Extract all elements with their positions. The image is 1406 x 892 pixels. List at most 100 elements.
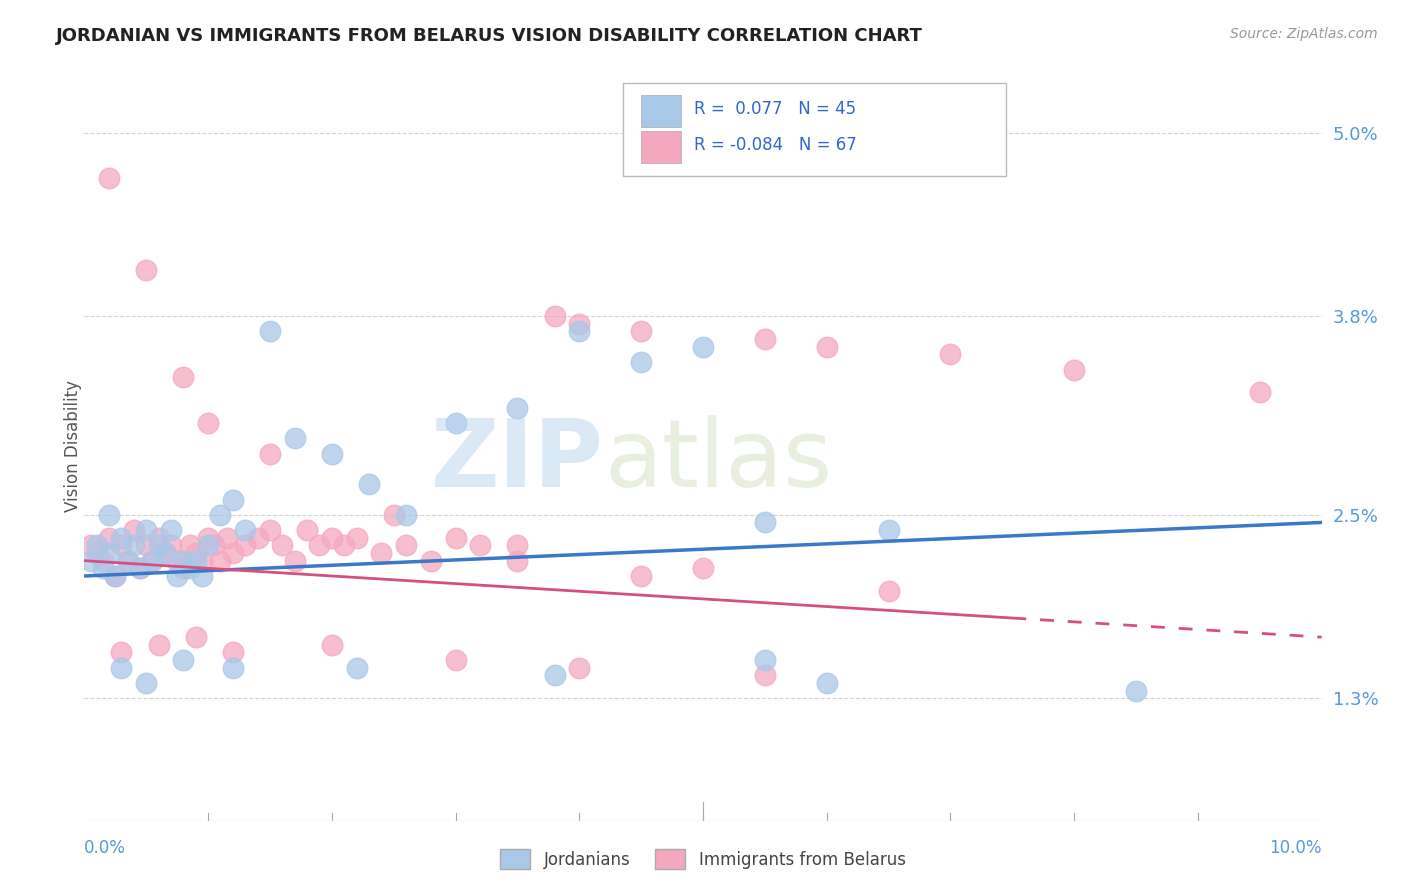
Point bbox=[754, 332, 776, 346]
Point bbox=[160, 538, 183, 552]
Point bbox=[321, 638, 343, 652]
Point bbox=[86, 538, 108, 552]
Point bbox=[91, 554, 114, 568]
Text: JORDANIAN VS IMMIGRANTS FROM BELARUS VISION DISABILITY CORRELATION CHART: JORDANIAN VS IMMIGRANTS FROM BELARUS VIS… bbox=[56, 27, 924, 45]
Point bbox=[346, 661, 368, 675]
Point bbox=[191, 569, 214, 583]
Point bbox=[79, 538, 101, 552]
Point bbox=[197, 416, 219, 430]
Point bbox=[370, 546, 392, 560]
Point bbox=[172, 653, 194, 667]
Point bbox=[184, 630, 207, 644]
Point bbox=[98, 546, 121, 560]
Point bbox=[568, 661, 591, 675]
Point bbox=[222, 546, 245, 560]
Point bbox=[79, 554, 101, 568]
Y-axis label: Vision Disability: Vision Disability bbox=[65, 380, 82, 512]
Point bbox=[259, 523, 281, 537]
Point bbox=[110, 645, 132, 659]
Point bbox=[141, 554, 163, 568]
Point bbox=[179, 561, 201, 575]
Point bbox=[110, 538, 132, 552]
Point bbox=[754, 668, 776, 682]
Point bbox=[357, 477, 380, 491]
Point bbox=[246, 531, 269, 545]
Point bbox=[202, 538, 225, 552]
Point bbox=[98, 171, 121, 186]
Point bbox=[148, 638, 170, 652]
Point bbox=[395, 538, 418, 552]
Point bbox=[233, 538, 256, 552]
Point bbox=[308, 538, 330, 552]
Point bbox=[506, 538, 529, 552]
Point bbox=[197, 531, 219, 545]
Text: 0.0%: 0.0% bbox=[84, 839, 127, 857]
Point bbox=[692, 561, 714, 575]
Point bbox=[470, 538, 492, 552]
Point bbox=[222, 645, 245, 659]
Point bbox=[877, 523, 900, 537]
Point bbox=[91, 561, 114, 575]
Point bbox=[98, 531, 121, 545]
Text: 10.0%: 10.0% bbox=[1270, 839, 1322, 857]
Point bbox=[815, 340, 838, 354]
Point bbox=[1249, 385, 1271, 400]
Point bbox=[209, 554, 232, 568]
Point bbox=[209, 508, 232, 522]
Point bbox=[135, 676, 157, 690]
Point bbox=[1125, 683, 1147, 698]
Point bbox=[104, 569, 127, 583]
Point bbox=[135, 523, 157, 537]
Text: atlas: atlas bbox=[605, 415, 832, 507]
Point bbox=[110, 531, 132, 545]
Point bbox=[333, 538, 356, 552]
Point bbox=[172, 561, 194, 575]
Text: R = -0.084   N = 67: R = -0.084 N = 67 bbox=[695, 136, 858, 153]
Point bbox=[1063, 362, 1085, 376]
Point bbox=[295, 523, 318, 537]
Point bbox=[939, 347, 962, 361]
Point bbox=[506, 554, 529, 568]
Point bbox=[754, 653, 776, 667]
Point bbox=[419, 554, 441, 568]
Point bbox=[630, 569, 652, 583]
Point bbox=[184, 546, 207, 560]
Point bbox=[172, 370, 194, 384]
Point bbox=[153, 546, 176, 560]
Point bbox=[395, 508, 418, 522]
Point bbox=[117, 554, 139, 568]
Point bbox=[568, 317, 591, 331]
Point bbox=[444, 531, 467, 545]
Point bbox=[104, 569, 127, 583]
Point bbox=[506, 401, 529, 415]
FancyBboxPatch shape bbox=[641, 131, 681, 162]
Point bbox=[166, 569, 188, 583]
Point bbox=[197, 538, 219, 552]
Point bbox=[259, 447, 281, 461]
Point bbox=[166, 554, 188, 568]
Point bbox=[382, 508, 405, 522]
Point bbox=[346, 531, 368, 545]
Point bbox=[122, 523, 145, 537]
Point bbox=[122, 538, 145, 552]
Point bbox=[86, 546, 108, 560]
Point bbox=[444, 653, 467, 667]
Point bbox=[630, 355, 652, 369]
Point bbox=[191, 554, 214, 568]
Point bbox=[233, 523, 256, 537]
Text: R =  0.077   N = 45: R = 0.077 N = 45 bbox=[695, 100, 856, 118]
FancyBboxPatch shape bbox=[623, 83, 1007, 177]
Point bbox=[222, 661, 245, 675]
Point bbox=[129, 561, 152, 575]
Point bbox=[568, 324, 591, 338]
Point bbox=[754, 516, 776, 530]
Text: Source: ZipAtlas.com: Source: ZipAtlas.com bbox=[1230, 27, 1378, 41]
Point bbox=[215, 531, 238, 545]
Point bbox=[110, 661, 132, 675]
Point bbox=[543, 309, 565, 323]
Point bbox=[160, 523, 183, 537]
Point bbox=[98, 508, 121, 522]
Point bbox=[222, 492, 245, 507]
Point bbox=[543, 668, 565, 682]
Point bbox=[877, 584, 900, 599]
